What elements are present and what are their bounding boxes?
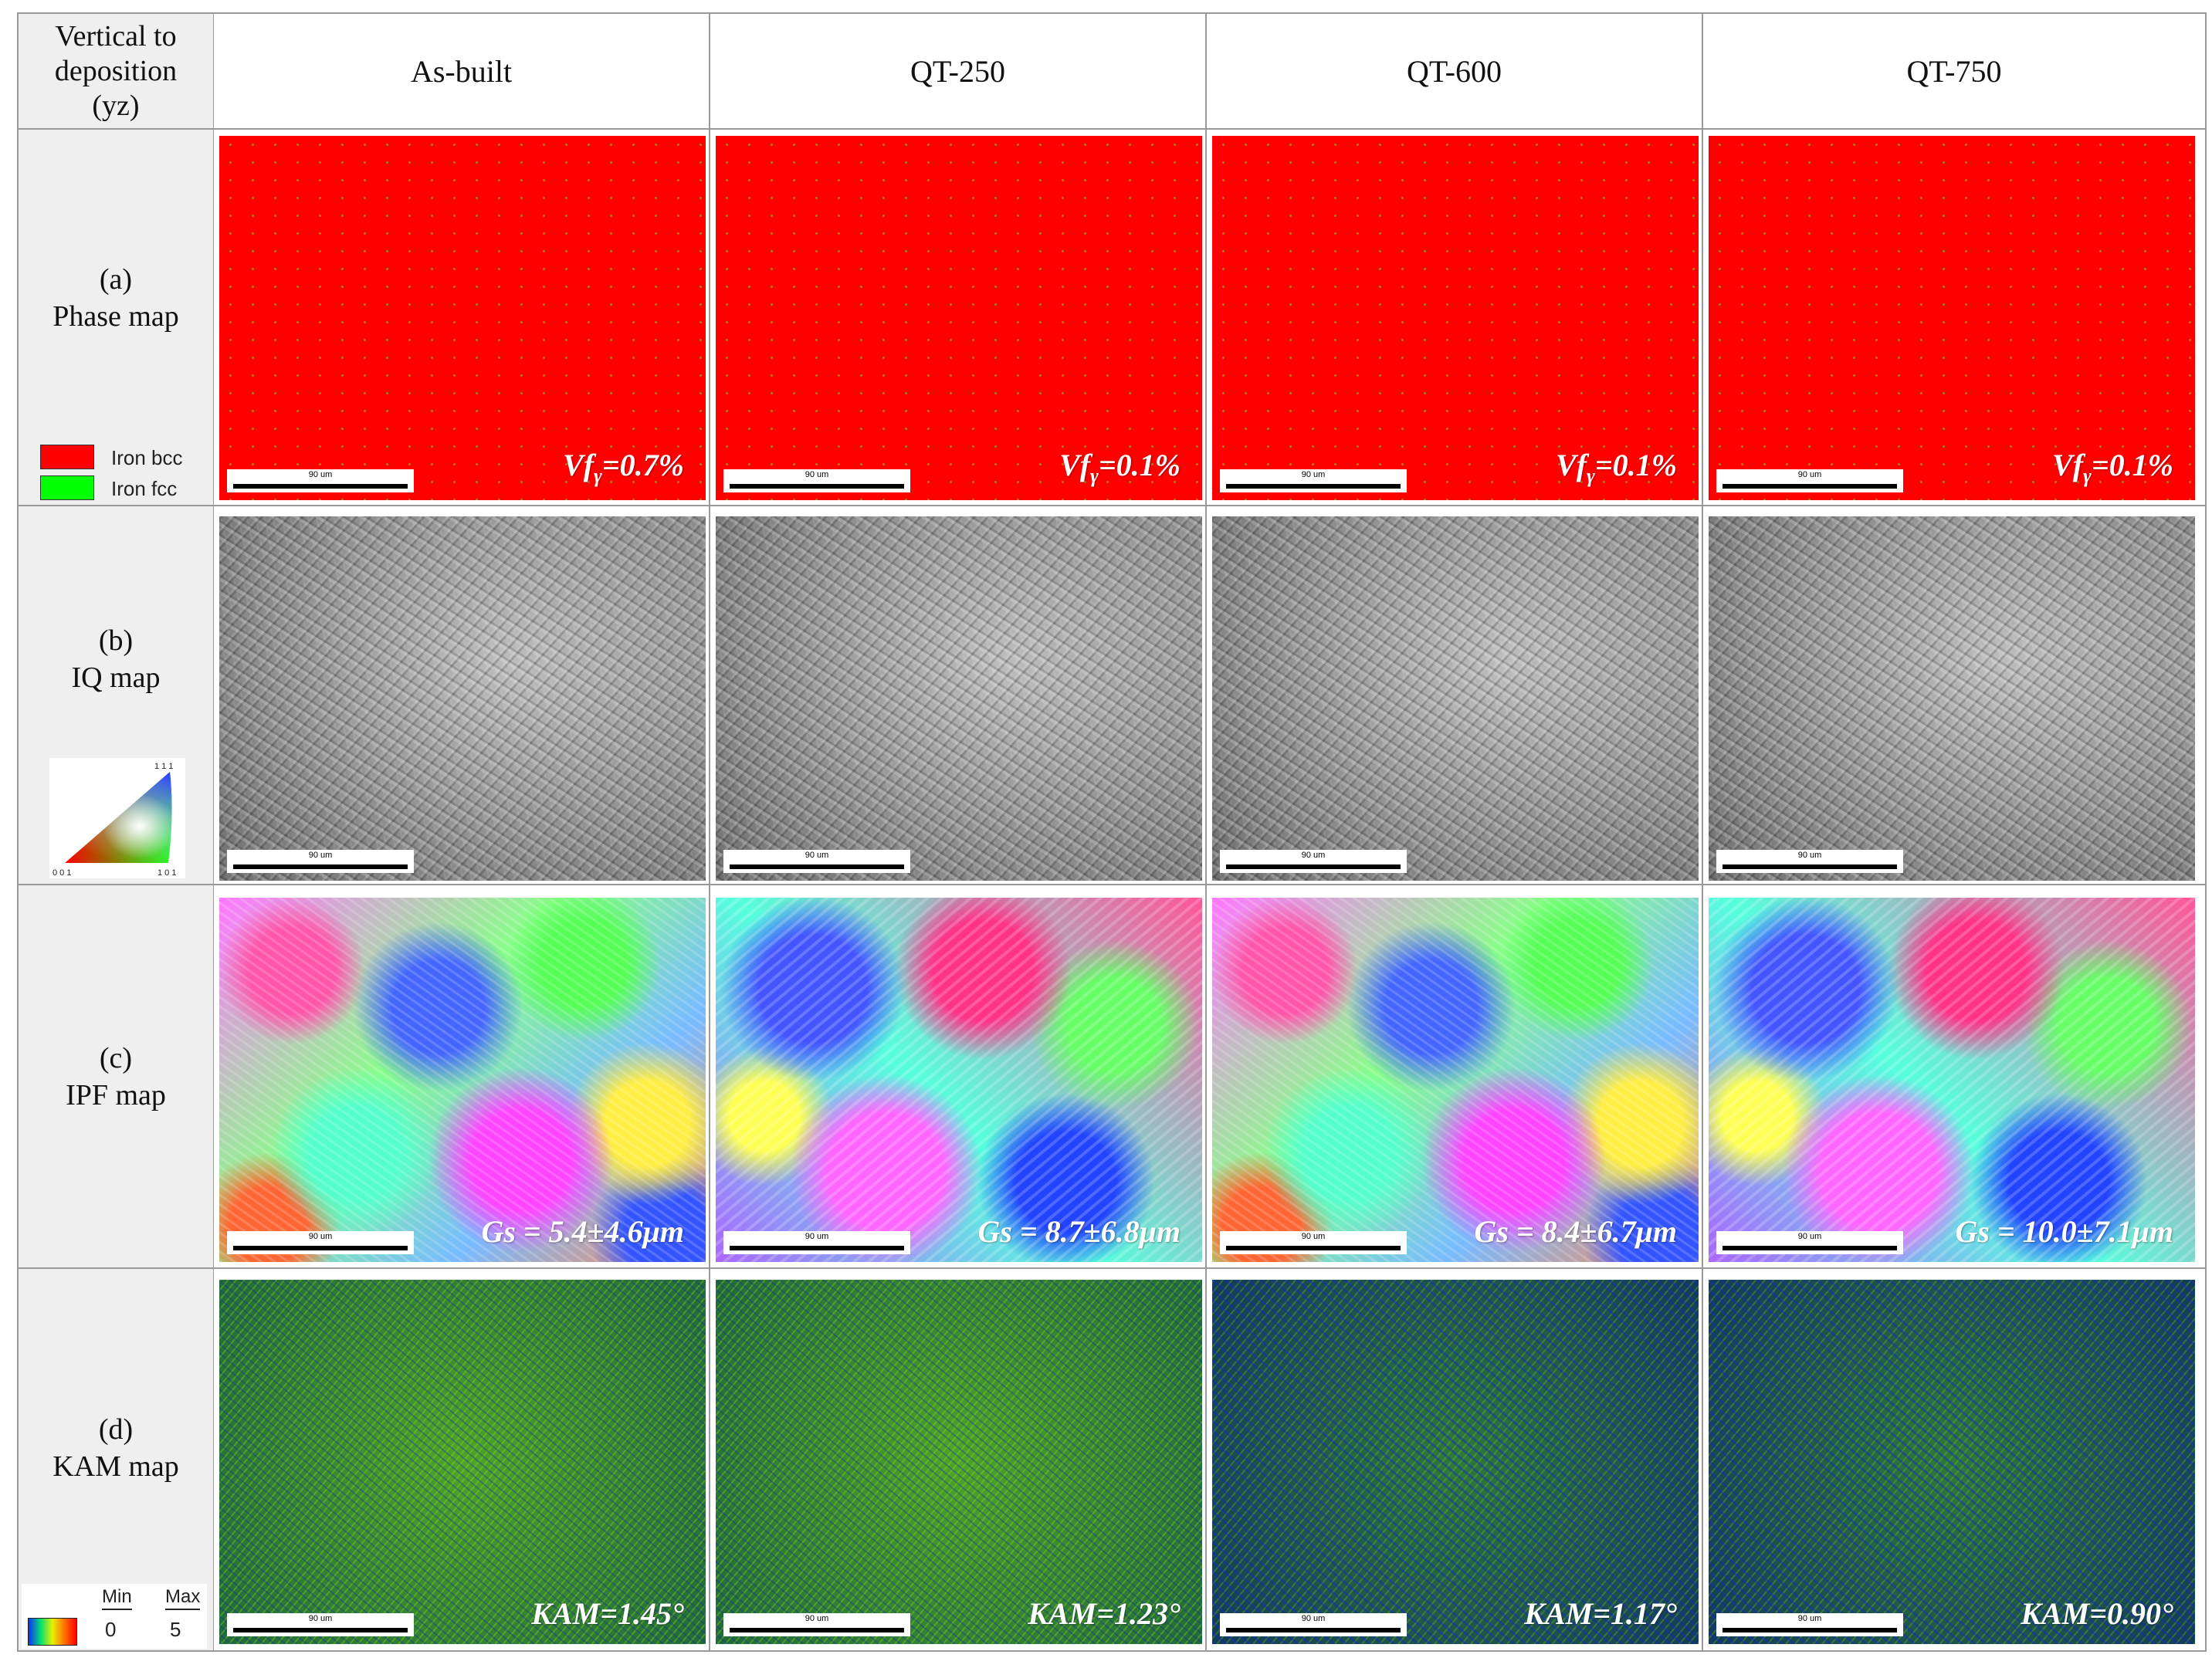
grid-line [17,505,2207,506]
corner-label-line: (yz) [92,89,140,122]
kam-max-value: 5 [170,1618,181,1641]
scale-bar: 90 um [227,1231,414,1254]
kam-map-qt-600: 90 um KAM=1.17° [1212,1280,1699,1644]
scale-bar: 90 um [723,1231,910,1254]
legend-label-fcc: Iron fcc [111,477,178,500]
kam-map-qt-750: 90 um KAM=0.90° [1709,1280,2195,1644]
ipf-triangle-icon: 1 1 1 0 0 1 1 0 1 [53,762,176,878]
column-header-as-built: As-built [410,53,513,89]
kam-annotation: KAM=1.23° [1028,1596,1181,1631]
iq-map-qt-600: 90 um [1212,516,1699,881]
row-letter: (d) [98,1413,134,1446]
grain-size-annotation: Gs = 8.7±6.8μm [977,1214,1181,1249]
kam-map-as-built: 90 um KAM=1.45° [219,1280,706,1644]
phase-map-as-built: 90 um Vfγ=0.7% [219,136,706,500]
scale-bar: 90 um [1716,1613,1903,1636]
kam-legend: Min Max 0 5 [22,1584,207,1649]
scale-bar: 90 um [723,850,910,873]
scale-bar: 90 um [1220,1613,1407,1636]
grain-size-annotation: Gs = 5.4±4.6μm [481,1214,684,1249]
row-letter: (c) [99,1042,133,1074]
figure-frame [17,12,2207,1652]
phase-fraction-annotation: Vfγ=0.1% [1556,448,1677,487]
kam-annotation: KAM=1.45° [531,1596,684,1631]
phase-map-qt-750: 90 um Vfγ=0.1% [1709,136,2195,500]
ipf-label-left: 0 0 1 [53,868,71,878]
scale-bar: 90 um [723,1613,910,1636]
ipf-color-key: 1 1 1 0 0 1 1 0 1 [49,758,185,878]
kam-min-label: Min [102,1585,132,1610]
row-name: IQ map [71,661,161,694]
iq-map-as-built: 90 um [219,516,706,881]
scale-bar: 90 um [1716,1231,1903,1254]
ipf-map-as-built: 90 um Gs = 5.4±4.6μm [219,898,706,1262]
row-name: Phase map [53,300,179,333]
phase-fraction-annotation: Vfγ=0.1% [2052,448,2173,487]
iq-map-qt-750: 90 um [1709,516,2195,881]
row-label-phase: (a) Phase map [19,130,213,505]
row-name: IPF map [66,1079,166,1111]
scale-bar: 90 um [1220,1231,1407,1254]
corner-label-line: Vertical to [55,19,177,52]
kam-colorbar [28,1618,77,1646]
scale-bar: 90 um [227,850,414,873]
grid-line [709,12,710,1652]
phase-map-qt-250: 90 um Vfγ=0.1% [716,136,1202,500]
column-header-qt-750: QT-750 [1906,53,2002,89]
scale-bar: 90 um [1716,469,1903,492]
scale-bar: 90 um [1220,469,1407,492]
grid-line [17,884,2207,885]
kam-map-qt-250: 90 um KAM=1.23° [716,1280,1202,1644]
grid-line [1702,12,1703,1652]
row-label-ipf: (c) IPF map [19,885,213,1267]
column-header-qt-250: QT-250 [910,53,1005,89]
row-letter: (a) [99,263,133,296]
ipf-label-top: 1 1 1 [154,762,173,771]
kam-annotation: KAM=1.17° [1524,1596,1677,1631]
scale-bar: 90 um [1716,850,1903,873]
legend-label-bcc: Iron bcc [111,446,183,469]
grid-line [212,12,214,1652]
grid-line [17,128,2207,130]
corner-label-line: deposition [54,54,178,87]
corner-header: Vertical to deposition (yz) [19,14,213,128]
iq-map-qt-250: 90 um [716,516,1202,881]
scale-bar: 90 um [227,469,414,492]
row-letter: (b) [98,624,134,657]
grid-line [17,1267,2207,1269]
ipf-label-right: 1 0 1 [158,868,176,878]
column-header-qt-600: QT-600 [1407,53,1502,89]
phase-map-qt-600: 90 um Vfγ=0.1% [1212,136,1699,500]
legend-swatch-fcc [40,475,94,500]
scale-bar: 90 um [1220,850,1407,873]
scale-bar: 90 um [723,469,910,492]
kam-min-value: 0 [105,1618,117,1641]
phase-legend: Iron bcc Iron fcc [40,445,202,503]
scale-bar: 90 um [227,1613,414,1636]
grain-size-annotation: Gs = 10.0±7.1μm [1955,1214,2173,1249]
ipf-map-qt-600: 90 um Gs = 8.4±6.7μm [1212,898,1699,1262]
kam-max-label: Max [165,1585,201,1610]
ipf-map-qt-250: 90 um Gs = 8.7±6.8μm [716,898,1202,1262]
ipf-map-qt-750: 90 um Gs = 10.0±7.1μm [1709,898,2195,1262]
row-name: KAM map [53,1450,179,1483]
phase-fraction-annotation: Vfγ=0.7% [563,448,684,487]
kam-annotation: KAM=0.90° [2021,1596,2173,1631]
phase-fraction-annotation: Vfγ=0.1% [1059,448,1181,487]
grain-size-annotation: Gs = 8.4±6.7μm [1474,1214,1677,1249]
grid-line [1205,12,1207,1652]
legend-swatch-bcc [40,445,94,469]
